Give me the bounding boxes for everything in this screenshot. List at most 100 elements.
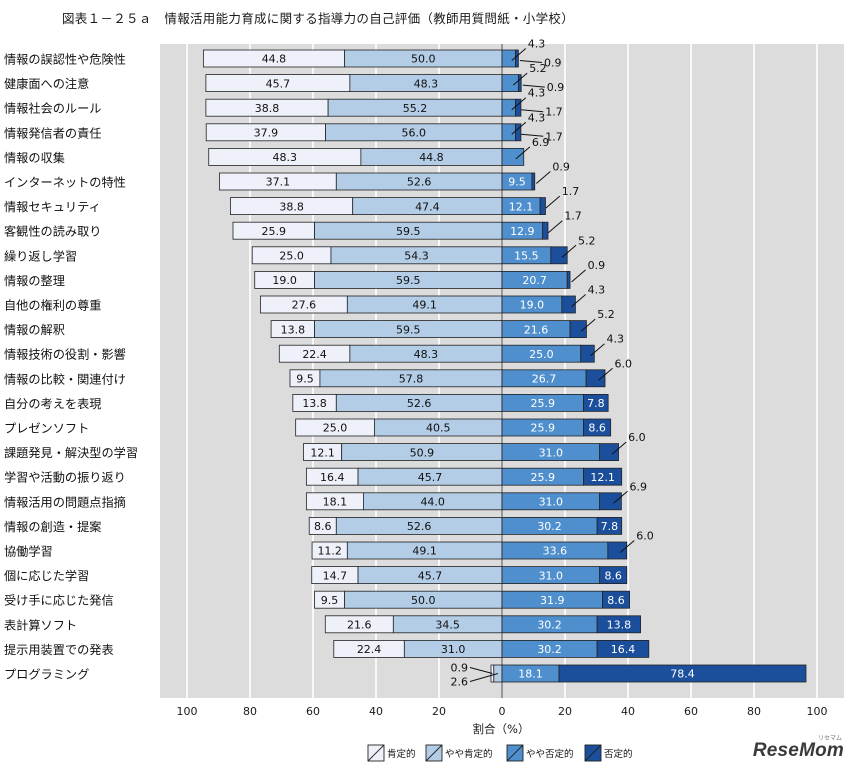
callout-label: 5.2 <box>597 308 615 321</box>
callout-label: 1.7 <box>562 185 580 198</box>
data-label: 45.7 <box>266 77 291 90</box>
callout-label: 4.3 <box>528 87 546 100</box>
category-label: 受け手に応じた発信 <box>4 594 114 608</box>
data-label: 50.9 <box>410 446 435 459</box>
callout-line <box>590 343 605 357</box>
category-label: 客観性の読み取り <box>4 224 102 239</box>
callout-label: 0.9 <box>451 662 469 675</box>
callout-label: 0.9 <box>547 81 565 94</box>
legend-label: やや肯定的 <box>445 748 493 760</box>
callout-label: 6.0 <box>615 357 633 370</box>
data-label: 12.9 <box>510 225 535 238</box>
callout-line <box>611 441 627 455</box>
data-label: 45.7 <box>418 471 443 484</box>
data-label: 48.3 <box>414 77 439 90</box>
category-labels: 情報の誤認性や危険性健康面への注意情報社会のルール情報発信者の責任情報の収集イン… <box>4 52 138 682</box>
callout-line <box>511 97 527 111</box>
callout-label: 6.0 <box>628 431 646 444</box>
callout-label: 6.9 <box>532 136 550 149</box>
data-label: 52.6 <box>407 520 432 533</box>
data-label: 25.0 <box>279 250 304 263</box>
callout-line <box>522 84 545 88</box>
data-label: 34.5 <box>435 619 460 632</box>
data-label: 48.3 <box>273 151 298 164</box>
data-label: 31.0 <box>539 569 564 582</box>
bar-segment <box>583 418 612 437</box>
x-tick-label: 60 <box>306 705 320 718</box>
callout-label: 6.9 <box>630 480 648 493</box>
data-label: 78.4 <box>670 668 695 681</box>
callout-line <box>511 121 527 135</box>
data-label: 19.0 <box>520 299 545 312</box>
data-label: 59.5 <box>396 274 421 287</box>
data-label: 33.6 <box>543 545 568 558</box>
data-label: 54.3 <box>404 250 429 263</box>
callout-line <box>511 48 527 61</box>
category-label: 自分の考えを表現 <box>4 397 102 411</box>
data-label: 13.8 <box>607 619 632 632</box>
bar-segment <box>596 640 650 658</box>
bar-segment <box>583 467 623 486</box>
data-label: 7.8 <box>601 520 619 533</box>
data-label: 44.8 <box>419 151 444 164</box>
category-label: 情報の収集 <box>4 150 65 165</box>
legend-label: 否定的 <box>604 748 633 760</box>
category-label: 表計算ソフト <box>4 617 77 632</box>
category-label: 情報の誤認性や危険性 <box>4 52 126 67</box>
category-label: 学習や活動の振り返り <box>4 470 126 485</box>
data-label: 59.5 <box>396 225 421 238</box>
bar-segment <box>550 246 568 265</box>
data-label: 18.1 <box>323 496 348 509</box>
data-label: 57.8 <box>399 373 424 386</box>
data-label: 31.0 <box>539 496 564 509</box>
bar-segment <box>596 517 623 535</box>
category-label: 協働学習 <box>4 544 53 559</box>
data-label: 38.8 <box>255 102 280 115</box>
data-label: 8.6 <box>588 422 606 435</box>
data-label: 52.6 <box>407 397 432 410</box>
callout-line <box>613 490 628 504</box>
data-label: 18.1 <box>518 668 543 681</box>
data-label: 30.2 <box>537 643 562 656</box>
bar-segment <box>515 98 522 117</box>
category-label: プログラミング <box>4 668 89 682</box>
x-tick-label: 40 <box>369 705 383 718</box>
x-tick-label: 100 <box>807 705 828 718</box>
data-label: 52.6 <box>407 176 432 189</box>
data-label: 26.7 <box>532 373 557 386</box>
data-label: 44.0 <box>420 496 445 509</box>
bar-segment <box>515 49 519 68</box>
callout-line <box>571 294 586 307</box>
data-label: 25.9 <box>262 225 287 238</box>
data-label: 40.5 <box>426 422 451 435</box>
x-axis-label: 割合（%） <box>473 722 530 736</box>
category-label: 繰り返し学習 <box>4 248 77 263</box>
data-label: 50.0 <box>411 594 436 607</box>
callout-label: 5.2 <box>529 62 547 75</box>
category-label: 情報の創造・提案 <box>4 519 102 534</box>
x-tick-label: 20 <box>558 705 572 718</box>
callout-line <box>619 540 635 553</box>
category-label: 情報技術の役割・影響 <box>4 347 126 362</box>
data-label: 59.5 <box>396 323 421 336</box>
bar-segment <box>585 369 606 388</box>
data-label: 25.9 <box>531 422 556 435</box>
data-label: 44.8 <box>262 53 287 66</box>
callout-line <box>469 673 499 682</box>
x-tick-label: 100 <box>177 705 198 718</box>
data-label: 22.4 <box>357 643 382 656</box>
data-label: 7.8 <box>587 397 605 410</box>
bar-segment <box>607 541 628 560</box>
data-label: 31.0 <box>539 446 564 459</box>
data-label: 45.7 <box>418 569 443 582</box>
data-label: 30.2 <box>537 520 562 533</box>
callout-label: 4.3 <box>607 333 625 346</box>
data-label: 47.4 <box>415 200 440 213</box>
data-label: 8.6 <box>604 569 622 582</box>
callout-line <box>547 220 563 234</box>
callout-label: 2.6 <box>451 676 469 689</box>
category-label: プレゼンソフト <box>4 422 89 436</box>
bar-segment <box>515 123 522 142</box>
legend-swatch-diagonal <box>367 744 385 762</box>
callout-line <box>545 195 561 209</box>
